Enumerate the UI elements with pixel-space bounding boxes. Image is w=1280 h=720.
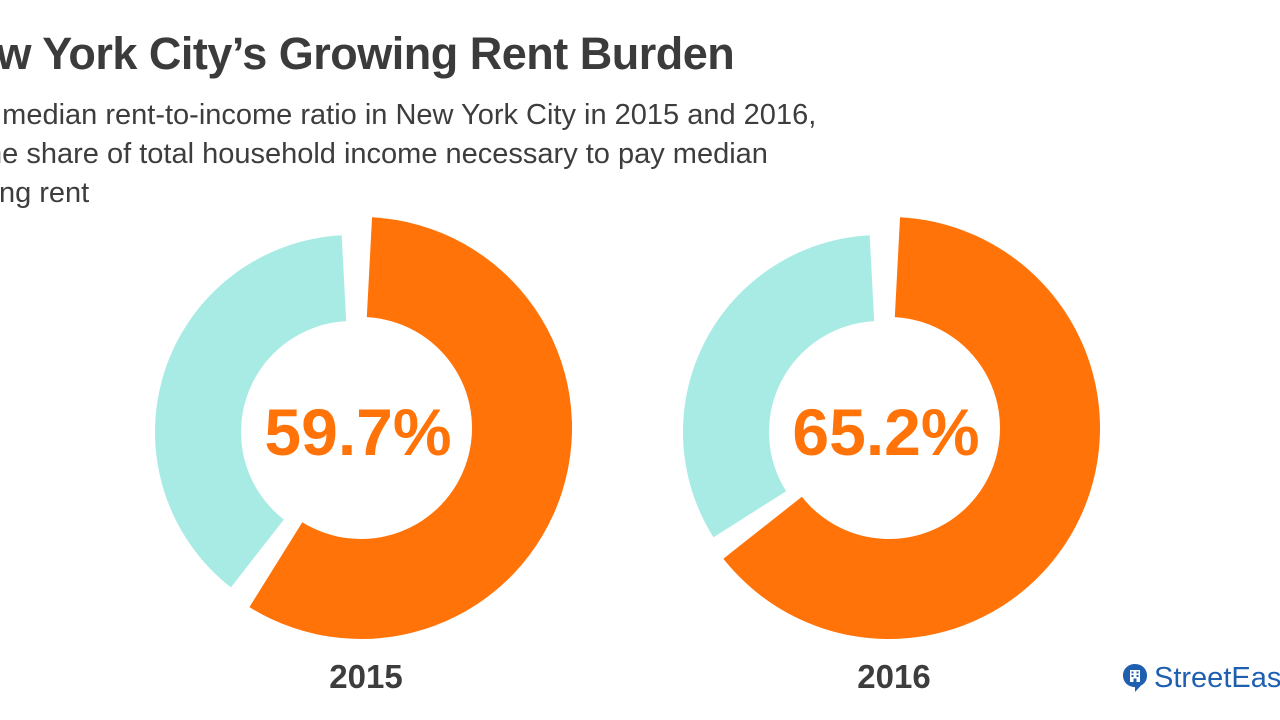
streeteasy-logo: StreetEas — [1122, 658, 1280, 698]
category-label-2016: 2016 — [857, 658, 930, 695]
slice-remainder-2016 — [682, 235, 875, 538]
slice-remainder-2015 — [155, 235, 347, 588]
subtitle-line-2: the share of total household income nece… — [0, 138, 768, 170]
chart-subtitle: e median rent-to-income ratio in New Yor… — [0, 96, 878, 213]
value-label-2016: 65.2% — [792, 395, 979, 469]
subtitle-line-1: e median rent-to-income ratio in New Yor… — [0, 99, 817, 131]
slice-value-2015 — [249, 217, 572, 640]
building-chat-icon — [1123, 664, 1147, 692]
logo-text: StreetEas — [1154, 661, 1280, 694]
value-label-2015: 59.7% — [264, 395, 451, 469]
donut-2016: 65.2% 2016 — [682, 217, 1100, 695]
category-label-2015: 2015 — [329, 658, 402, 695]
slice-value-2016 — [723, 217, 1100, 639]
subtitle-line-3: king rent — [0, 177, 90, 209]
chart-title: ew York City’s Growing Rent Burden — [0, 28, 735, 79]
donut-2015: 59.7% 2015 — [155, 217, 572, 695]
